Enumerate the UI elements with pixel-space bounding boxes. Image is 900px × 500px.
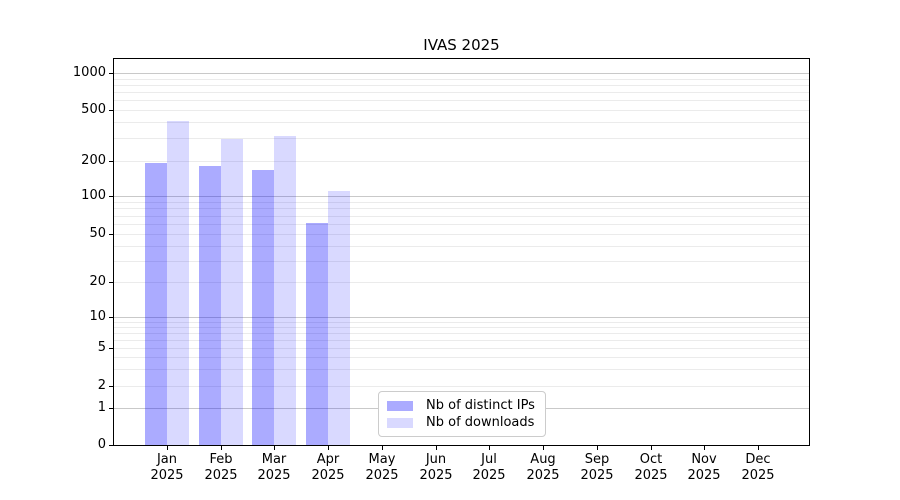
x-tick-label: Feb 2025: [204, 452, 238, 483]
y-tick-mark: [109, 161, 113, 162]
x-tick-mark: [167, 446, 168, 450]
major-gridline: [114, 317, 809, 318]
minor-gridline: [114, 327, 809, 328]
x-tick-mark: [221, 446, 222, 450]
minor-gridline: [114, 234, 809, 235]
bar-downloads: [274, 135, 297, 445]
minor-gridline: [114, 369, 809, 370]
x-tick-mark: [651, 446, 652, 450]
x-tick-label: Apr 2025: [311, 452, 345, 483]
minor-gridline: [114, 79, 809, 80]
minor-gridline: [114, 386, 809, 387]
minor-gridline: [114, 322, 809, 323]
minor-gridline: [114, 161, 809, 162]
minor-gridline: [114, 261, 809, 262]
chart-title: IVAS 2025: [423, 36, 500, 54]
x-tick-mark: [543, 446, 544, 450]
minor-gridline: [114, 348, 809, 349]
x-tick-label: Aug 2025: [526, 452, 560, 483]
legend-item-distinct-ips: Nb of distinct IPs: [387, 398, 536, 413]
y-tick-label: 100: [81, 188, 106, 203]
y-tick-label: 500: [81, 102, 106, 117]
y-tick-mark: [109, 196, 113, 197]
bar-distinct-ips: [198, 165, 221, 445]
x-tick-mark: [328, 446, 329, 450]
major-gridline: [114, 196, 809, 197]
minor-gridline: [114, 100, 809, 101]
y-tick-label: 0: [97, 437, 106, 452]
x-tick-mark: [382, 446, 383, 450]
minor-gridline: [114, 138, 809, 139]
minor-gridline: [114, 122, 809, 123]
y-tick-label: 10: [89, 309, 106, 324]
major-gridline: [114, 73, 809, 74]
x-tick-label: Jul 2025: [472, 452, 506, 483]
x-tick-mark: [436, 446, 437, 450]
minor-gridline: [114, 246, 809, 247]
y-tick-label: 1000: [72, 65, 106, 80]
x-tick-mark: [704, 446, 705, 450]
minor-gridline: [114, 85, 809, 86]
y-tick-mark: [109, 234, 113, 235]
y-tick-label: 20: [89, 274, 106, 289]
x-tick-label: Dec 2025: [741, 452, 775, 483]
x-tick-mark: [758, 446, 759, 450]
minor-gridline: [114, 333, 809, 334]
x-tick-mark: [489, 446, 490, 450]
minor-gridline: [114, 340, 809, 341]
legend: Nb of distinct IPs Nb of downloads: [378, 391, 546, 437]
y-tick-mark: [109, 110, 113, 111]
bar-distinct-ips: [306, 223, 329, 445]
x-tick-mark: [274, 446, 275, 450]
legend-label-downloads: Nb of downloads: [426, 415, 535, 430]
bar-downloads: [167, 120, 189, 445]
x-tick-label: Jan 2025: [150, 452, 184, 483]
legend-swatch-distinct-ips: [387, 400, 413, 411]
y-tick-label: 200: [81, 153, 106, 168]
minor-gridline: [114, 357, 809, 358]
bar-distinct-ips: [252, 170, 275, 445]
y-tick-label: 5: [97, 340, 106, 355]
y-tick-mark: [109, 386, 113, 387]
y-tick-mark: [109, 348, 113, 349]
legend-item-downloads: Nb of downloads: [387, 415, 536, 430]
y-tick-mark: [109, 282, 113, 283]
x-tick-label: Jun 2025: [419, 452, 453, 483]
minor-gridline: [114, 208, 809, 209]
x-tick-label: May 2025: [365, 452, 399, 483]
y-tick-mark: [109, 317, 113, 318]
legend-label-distinct-ips: Nb of distinct IPs: [426, 398, 535, 413]
y-tick-mark: [109, 408, 113, 409]
minor-gridline: [114, 224, 809, 225]
minor-gridline: [114, 282, 809, 283]
x-tick-label: Oct 2025: [634, 452, 668, 483]
bar-downloads: [328, 190, 351, 445]
y-tick-mark: [109, 73, 113, 74]
bar-distinct-ips: [145, 163, 167, 445]
legend-swatch-downloads: [387, 417, 413, 428]
x-tick-mark: [597, 446, 598, 450]
minor-gridline: [114, 92, 809, 93]
y-tick-mark: [109, 445, 113, 446]
bar-downloads: [220, 138, 243, 445]
plot-area: [113, 58, 810, 446]
y-tick-label: 1: [97, 400, 106, 415]
x-tick-label: Nov 2025: [687, 452, 721, 483]
minor-gridline: [114, 110, 809, 111]
y-tick-label: 2: [97, 378, 106, 393]
minor-gridline: [114, 216, 809, 217]
x-tick-label: Mar 2025: [257, 452, 291, 483]
y-tick-label: 50: [89, 226, 106, 241]
x-tick-label: Sep 2025: [580, 452, 614, 483]
minor-gridline: [114, 202, 809, 203]
